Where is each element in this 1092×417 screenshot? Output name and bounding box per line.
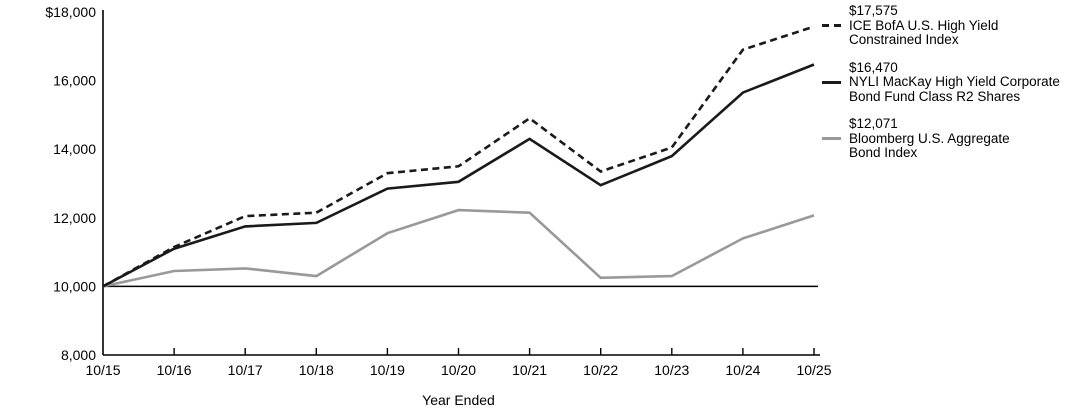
series-line-0 bbox=[102, 25, 815, 288]
legend-series-name: NYLI MacKay High Yield Corporate bbox=[849, 74, 1060, 89]
series-line-2 bbox=[102, 208, 815, 288]
y-tick-label: 8,000 bbox=[61, 347, 96, 363]
x-tick-label: 10/18 bbox=[299, 362, 334, 378]
x-tick-label: 10/21 bbox=[512, 362, 547, 378]
legend-series-name: Bond Index bbox=[849, 145, 918, 160]
x-tick-label: 10/15 bbox=[85, 362, 120, 378]
y-tick-label: 12,000 bbox=[53, 210, 96, 226]
y-axis-labels: $18,000 16,000 14,000 12,000 10,000 8,000 bbox=[45, 4, 96, 363]
x-tick-label: 10/17 bbox=[228, 362, 263, 378]
y-tick-label: 14,000 bbox=[53, 141, 96, 157]
y-tick-label: 16,000 bbox=[53, 73, 96, 89]
y-tick-label: 10,000 bbox=[53, 278, 96, 294]
legend-series-name: ICE BofA U.S. High Yield bbox=[849, 17, 999, 33]
x-tick-label: 10/24 bbox=[725, 362, 760, 378]
legend-series-name: Bond Fund Class R2 Shares bbox=[849, 88, 1021, 104]
x-tick-label: 10/22 bbox=[583, 362, 618, 378]
legend-series-name: Bloomberg U.S. Aggregate bbox=[849, 130, 1010, 146]
chart-legend: $17,575 ICE BofA U.S. High Yield Constra… bbox=[822, 3, 1088, 176]
x-tick-label: 10/19 bbox=[370, 362, 405, 378]
solid-line-swatch-icon bbox=[822, 80, 841, 84]
x-axis-ticks bbox=[173, 348, 815, 355]
legend-entry-ice-bofa: $17,575 ICE BofA U.S. High Yield Constra… bbox=[822, 3, 1088, 48]
legend-entry-nyli-fund: $16,470 NYLI MacKay High Yield Corporate… bbox=[822, 59, 1088, 105]
x-tick-label: 10/25 bbox=[796, 362, 831, 378]
legend-final-value: $12,071 bbox=[849, 116, 898, 131]
y-tick-label: $18,000 bbox=[45, 4, 96, 20]
legend-final-value: $16,470 bbox=[849, 59, 898, 75]
series-line-1 bbox=[102, 63, 815, 288]
x-axis-labels: 10/15 10/16 10/17 10/18 10/19 10/20 10/21 10/22… bbox=[85, 362, 831, 378]
gray-line-swatch-icon bbox=[822, 137, 841, 140]
legend-series-name: Constrained Index bbox=[849, 32, 959, 47]
x-tick-label: 10/16 bbox=[157, 362, 192, 378]
legend-entry-bloomberg-agg: $12,071 Bloomberg U.S. Aggregate Bond In… bbox=[822, 116, 1088, 161]
legend-final-value: $17,575 bbox=[849, 3, 898, 18]
dashed-line-swatch-icon bbox=[822, 24, 841, 27]
x-tick-label: 10/23 bbox=[654, 362, 689, 378]
x-axis-title: Year Ended bbox=[422, 392, 495, 408]
x-tick-label: 10/20 bbox=[441, 362, 476, 378]
